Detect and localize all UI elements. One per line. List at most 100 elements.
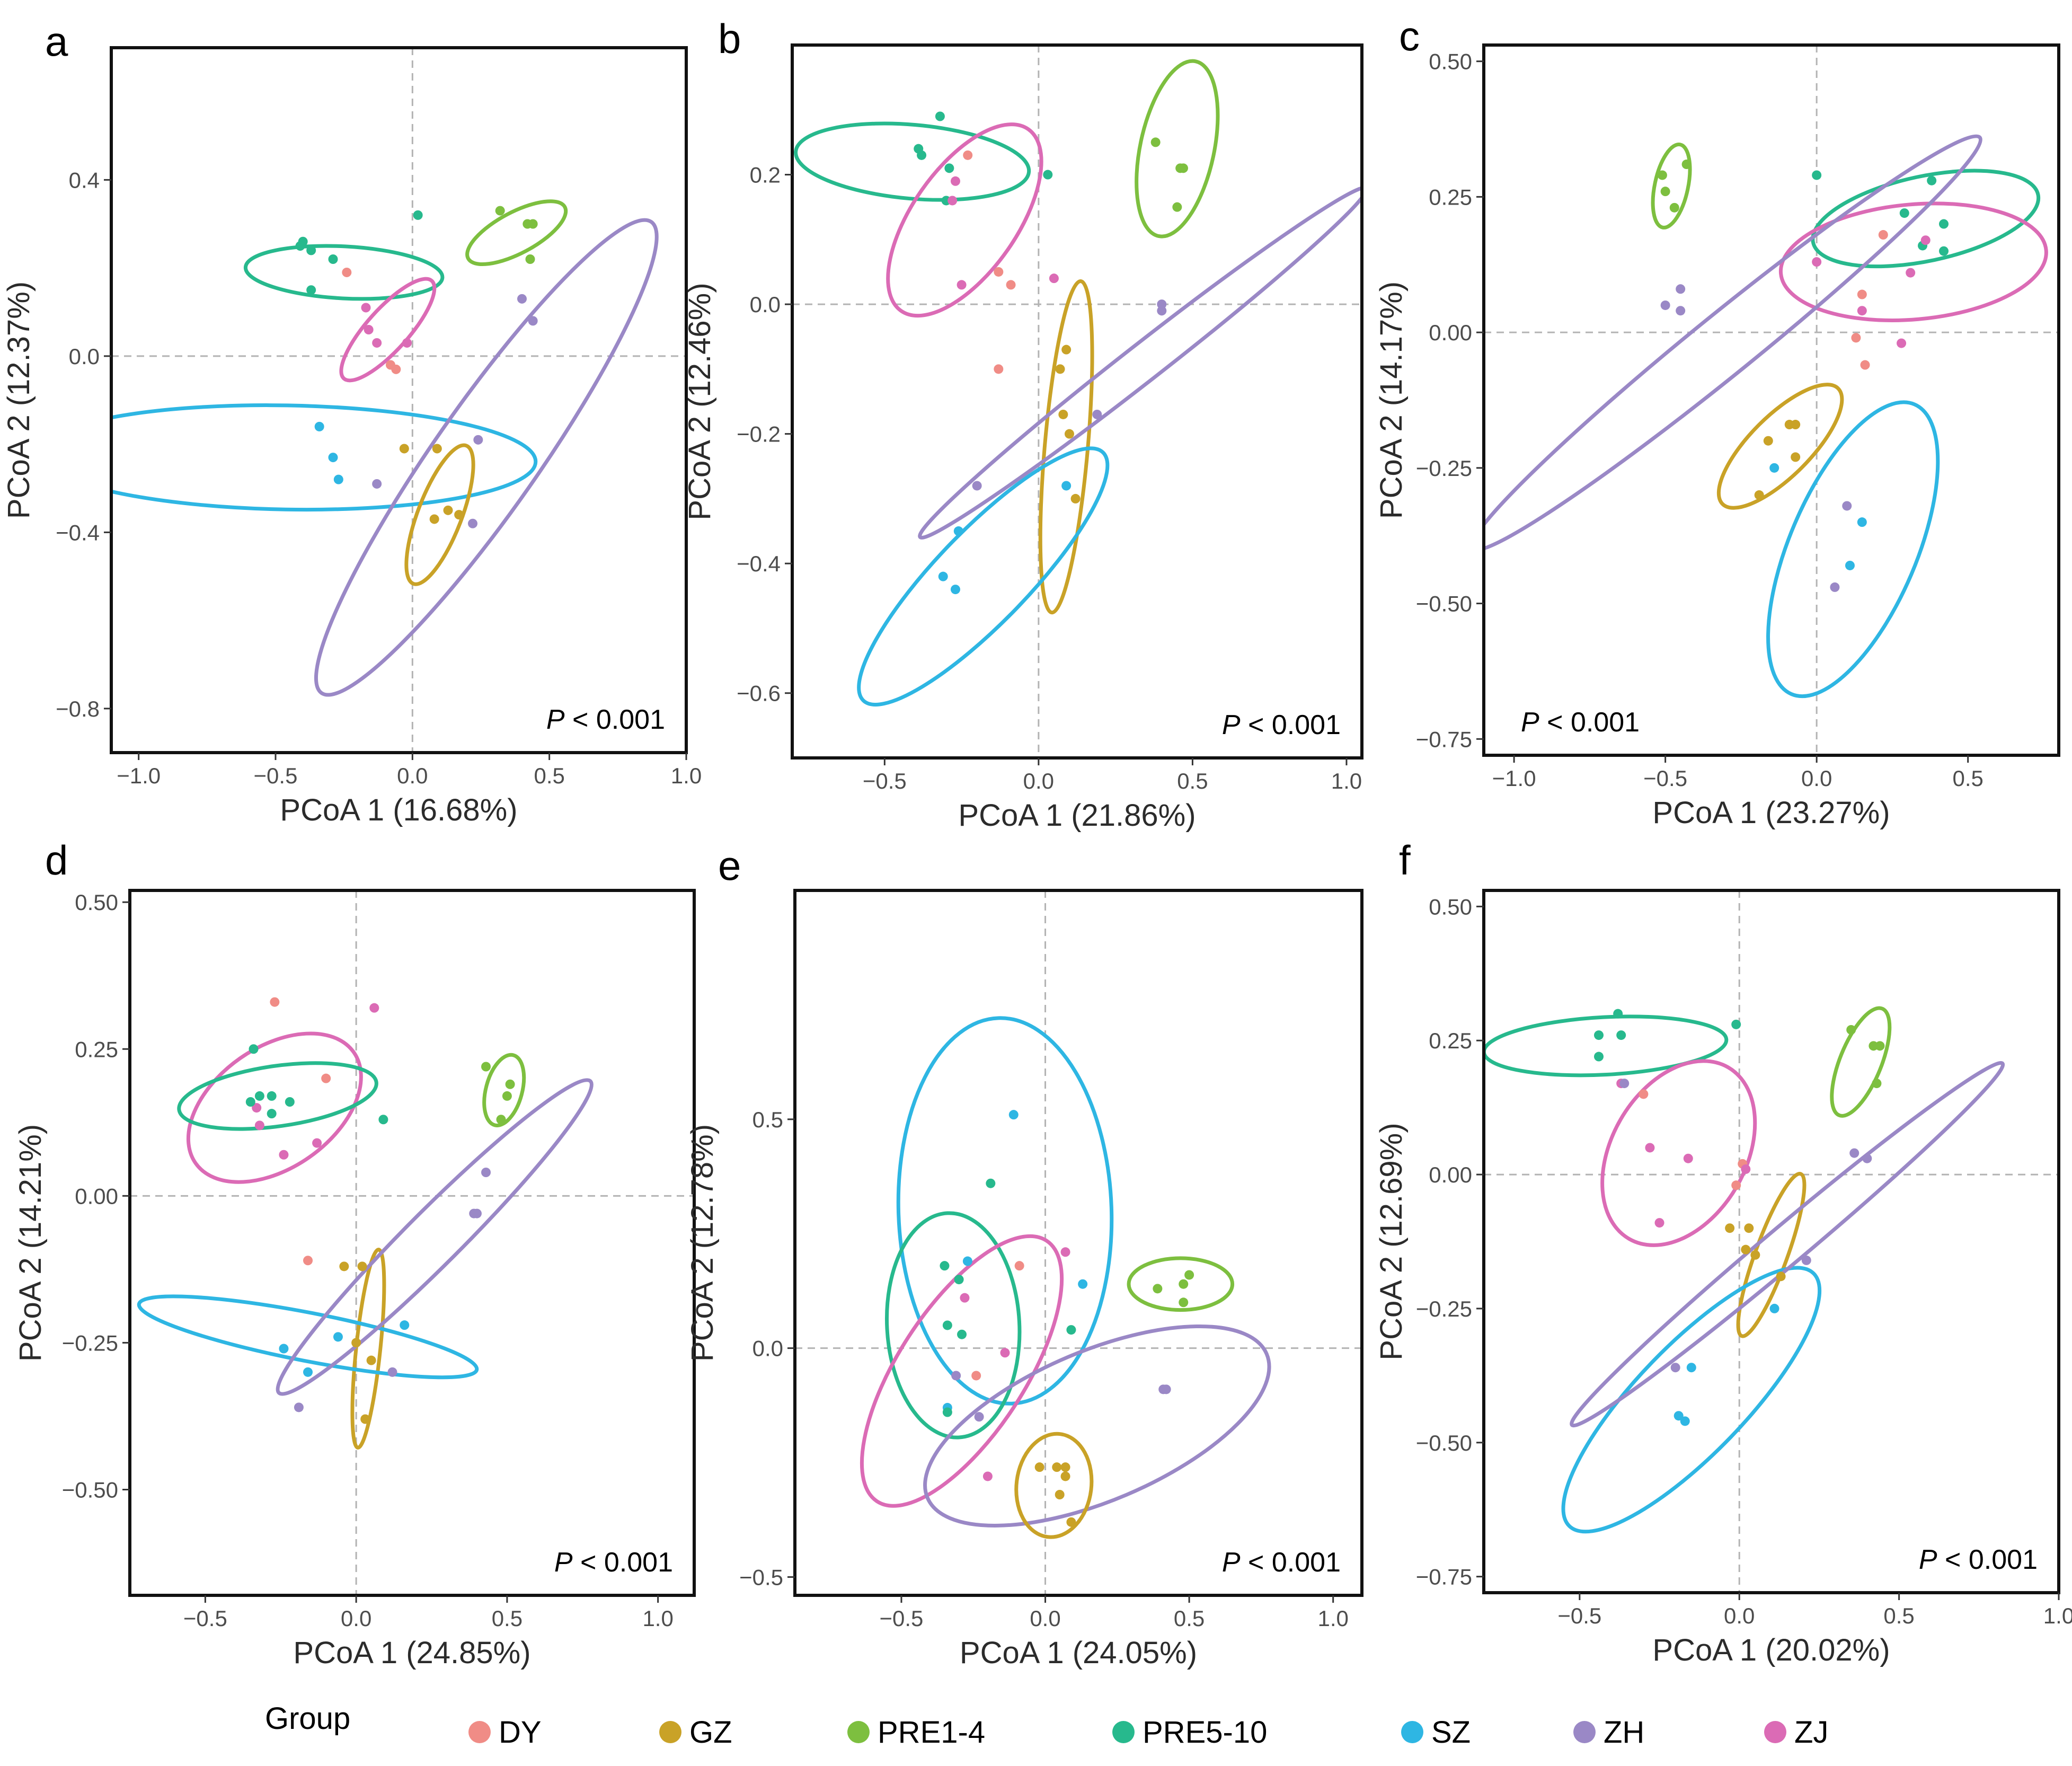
point-zh <box>1676 306 1686 316</box>
ellipse-pre1-4 <box>482 1053 526 1127</box>
panel-letter: e <box>718 842 741 889</box>
point-zh <box>1830 582 1840 592</box>
point-zh <box>1842 501 1852 511</box>
ellipse-zj <box>860 1234 1064 1508</box>
y-axis-title: PCoA 2 (12.46%) <box>683 282 717 520</box>
point-pre5-10 <box>1594 1052 1604 1062</box>
x-tick-label: −0.5 <box>880 1606 924 1631</box>
panel-b: b −0.5 0.0 0.5 1.0 −0.6 −0.4 −0.2 0.0 0.2 PCoA 1 (… <box>683 15 1363 833</box>
plot-area <box>1484 1006 2005 1534</box>
ellipse-sz <box>111 403 538 512</box>
point-zh <box>1157 306 1167 316</box>
point-dy <box>321 1073 331 1083</box>
x-tick-label: 0.0 <box>341 1606 371 1631</box>
plot-area <box>794 59 1362 707</box>
point-sz <box>333 474 343 484</box>
y-tick-label: −0.25 <box>62 1330 118 1355</box>
y-axis-title: PCoA 2 (12.78%) <box>685 1124 720 1362</box>
point-dy <box>1014 1261 1024 1271</box>
point-zh <box>1660 300 1670 310</box>
point-pre5-10 <box>944 163 954 173</box>
point-pre1-4 <box>1872 1079 1882 1089</box>
point-gz <box>1058 409 1068 419</box>
point-zj <box>1906 268 1916 278</box>
legend-swatch <box>659 1721 681 1743</box>
ellipse-pre5-10 <box>884 1211 1022 1440</box>
point-gz <box>1763 436 1773 446</box>
point-sz <box>950 585 960 595</box>
point-zj <box>1857 306 1867 316</box>
p-value-annotation: P < 0.001 <box>1919 1544 2038 1575</box>
point-zj <box>1049 273 1059 284</box>
point-pre5-10 <box>1594 1030 1604 1040</box>
point-gz <box>1055 364 1065 374</box>
point-dy <box>270 997 280 1007</box>
legend-item-pre1-4: PRE1-4 <box>847 1715 985 1750</box>
x-tick-label: 0.5 <box>492 1606 523 1631</box>
point-pre5-10 <box>413 210 423 220</box>
y-tick-label: 0.00 <box>1429 320 1472 345</box>
y-tick-label: 0.25 <box>75 1037 118 1062</box>
x-tick-label: 1.0 <box>1331 769 1362 793</box>
legend-item-zh: ZH <box>1573 1715 1644 1750</box>
ellipse-gz <box>1736 1172 1807 1338</box>
point-pre1-4 <box>1153 1284 1163 1294</box>
y-tick-label: −0.2 <box>737 422 781 447</box>
point-pre5-10 <box>1066 1325 1076 1335</box>
p-value-annotation: P < 0.001 <box>1521 707 1640 738</box>
legend-item-dy: DY <box>468 1715 542 1750</box>
point-sz <box>333 1332 343 1342</box>
y-axis-title: PCoA 2 (12.37%) <box>2 281 36 519</box>
point-zj <box>1654 1218 1664 1228</box>
y-tick-label: 0.0 <box>69 344 100 369</box>
point-pre5-10 <box>254 1091 264 1101</box>
point-pre5-10 <box>285 1097 295 1107</box>
point-pre1-4 <box>1669 202 1679 213</box>
point-zj <box>960 1293 970 1303</box>
point-sz <box>1686 1363 1696 1373</box>
p-value-annotation: P < 0.001 <box>1222 1547 1341 1578</box>
plot-area <box>111 199 659 697</box>
point-zh <box>528 316 538 326</box>
point-pre5-10 <box>1927 175 1937 186</box>
point-zh <box>372 479 382 489</box>
point-zh <box>1862 1153 1872 1163</box>
point-pre5-10 <box>954 1275 964 1285</box>
point-dy <box>342 267 352 277</box>
x-axis-title: PCoA 1 (21.86%) <box>958 798 1196 833</box>
legend-label: SZ <box>1431 1715 1471 1750</box>
point-zh <box>1161 1384 1171 1394</box>
y-axis-title: PCoA 2 (14.21%) <box>13 1124 48 1362</box>
y-tick-label: 0.25 <box>1429 1028 1472 1053</box>
x-tick-label: −0.5 <box>183 1606 227 1631</box>
point-pre1-4 <box>1179 1279 1189 1289</box>
legend-item-gz: GZ <box>659 1715 732 1750</box>
ellipse-zh <box>1484 134 1982 552</box>
point-gz <box>357 1261 367 1271</box>
ellipse-gz <box>1014 1432 1094 1539</box>
point-zh <box>1676 284 1686 294</box>
ellipse-sz <box>1766 400 1940 699</box>
point-gz <box>1034 1462 1044 1472</box>
point-gz <box>1776 1271 1786 1282</box>
y-tick-label: −0.75 <box>1416 727 1472 752</box>
point-zh <box>1092 409 1102 419</box>
ellipse-sz <box>1561 1266 1822 1534</box>
point-pre5-10 <box>1812 170 1822 180</box>
plot-frame <box>791 43 1363 760</box>
panel-letter: c <box>1399 13 1420 59</box>
point-gz <box>1070 493 1081 504</box>
legend-label: ZJ <box>1794 1715 1828 1750</box>
y-tick-label: 0.0 <box>750 292 781 317</box>
point-gz <box>1060 1471 1070 1481</box>
point-gz <box>1725 1223 1735 1233</box>
point-sz <box>303 1367 313 1377</box>
point-sz <box>400 1320 410 1330</box>
point-gz <box>1750 1250 1760 1260</box>
y-tick-label: 0.4 <box>69 167 100 192</box>
point-dy <box>1851 333 1861 343</box>
y-tick-label: −0.75 <box>1416 1565 1472 1590</box>
ellipse-pre5-10 <box>243 244 445 301</box>
legend-title: Group <box>265 1701 350 1736</box>
x-tick-label: −1.0 <box>117 763 161 788</box>
